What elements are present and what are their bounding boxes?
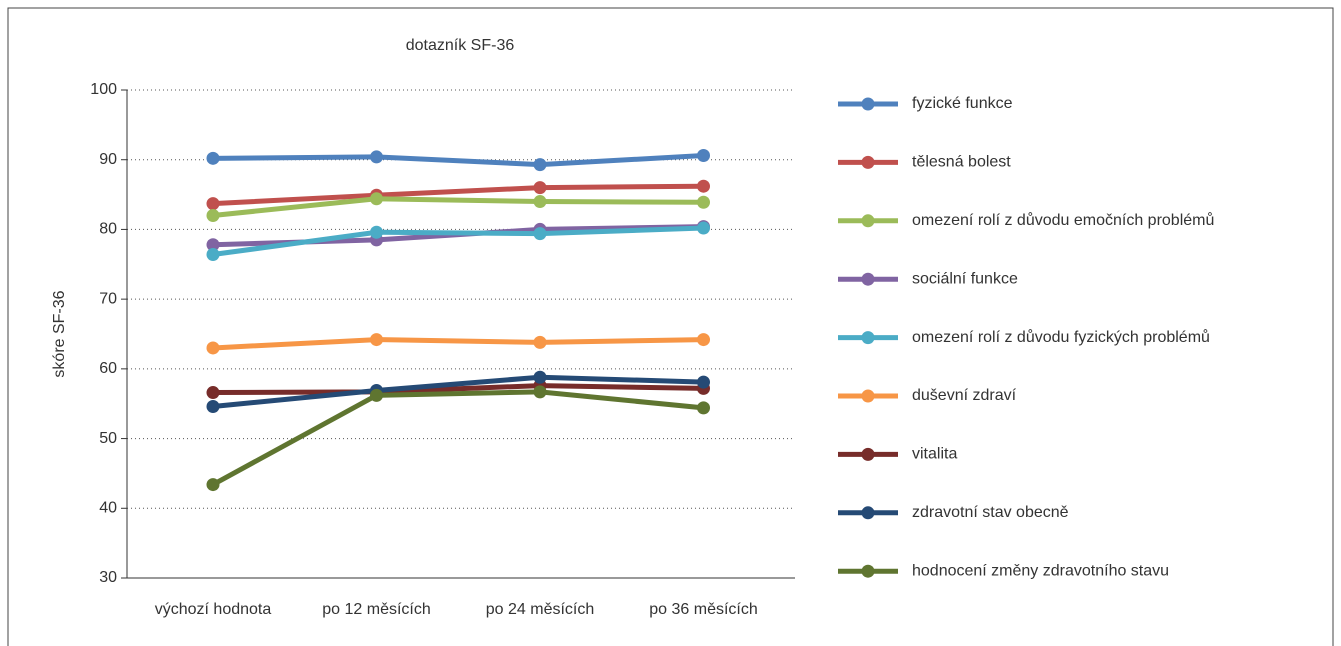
data-point <box>370 388 383 402</box>
legend-label: tělesná bolest <box>912 154 1011 171</box>
legend-marker <box>861 506 875 520</box>
x-tick-label: po 24 měsících <box>486 601 595 618</box>
data-point <box>533 195 547 209</box>
legend-marker <box>861 214 875 228</box>
series-line <box>212 383 704 396</box>
data-point <box>370 150 383 164</box>
data-point <box>697 149 710 163</box>
legend-marker <box>861 389 875 403</box>
legend-label: omezení rolí z důvodu fyzických problémů <box>912 328 1210 346</box>
y-tick-label: 90 <box>99 151 117 168</box>
y-tick-label: 30 <box>99 569 117 586</box>
x-tick-label: výchozí hodnota <box>155 601 272 618</box>
legend-marker <box>861 155 875 169</box>
x-tick-label: po 12 měsících <box>322 601 431 618</box>
series-line <box>212 337 704 351</box>
data-point <box>697 401 710 415</box>
chart-title: dotazník SF-36 <box>406 37 515 54</box>
data-point <box>533 335 547 349</box>
series-line <box>212 225 704 258</box>
y-tick-label: 80 <box>99 221 117 238</box>
legend-marker <box>861 331 875 345</box>
y-tick-label: 70 <box>99 290 117 307</box>
y-tick-label: 100 <box>90 81 117 98</box>
legend-label: fyzické funkce <box>912 95 1013 112</box>
y-tick-label: 50 <box>99 430 117 447</box>
series-line <box>212 183 704 207</box>
data-point <box>697 333 710 347</box>
frame <box>7 7 1334 646</box>
data-point <box>370 333 383 347</box>
data-point <box>206 386 220 400</box>
data-point <box>533 385 547 399</box>
data-point <box>206 197 220 211</box>
y-tick-label: 60 <box>99 360 117 377</box>
data-point <box>533 370 547 384</box>
legend-marker <box>861 97 875 111</box>
legend-label: zdravotní stav obecně <box>912 504 1069 521</box>
legend-label: sociální funkce <box>912 270 1018 287</box>
series-line <box>211 389 704 487</box>
data-point <box>697 179 710 193</box>
data-point <box>206 400 220 414</box>
data-point <box>370 192 383 206</box>
data-point <box>533 158 547 172</box>
data-point <box>206 151 220 165</box>
data-point <box>697 221 710 235</box>
legend-marker <box>861 564 875 578</box>
data-point <box>370 225 383 239</box>
data-point <box>206 248 220 262</box>
data-point <box>533 227 547 241</box>
legend-label: vitalita <box>912 446 957 463</box>
legend-marker <box>861 272 875 286</box>
data-point <box>206 238 220 252</box>
data-point <box>697 375 710 389</box>
data-point <box>206 341 220 355</box>
legend-label: omezení rolí z důvodu emočních problémů <box>912 211 1214 229</box>
series-line <box>212 153 704 168</box>
series-line <box>212 374 704 409</box>
y-tick-label: 40 <box>99 500 117 517</box>
data-point <box>206 478 220 492</box>
y-axis-label: skóre SF-36 <box>51 290 68 377</box>
data-point <box>697 195 710 209</box>
x-tick-label: po 36 měsících <box>649 601 758 618</box>
legend-label: duševní zdraví <box>912 387 1017 404</box>
legend-label: hodnocení změny zdravotního stavu <box>912 562 1169 579</box>
legend-marker <box>861 447 875 461</box>
data-point <box>533 181 547 195</box>
data-point <box>206 208 220 222</box>
series-line <box>212 196 704 218</box>
